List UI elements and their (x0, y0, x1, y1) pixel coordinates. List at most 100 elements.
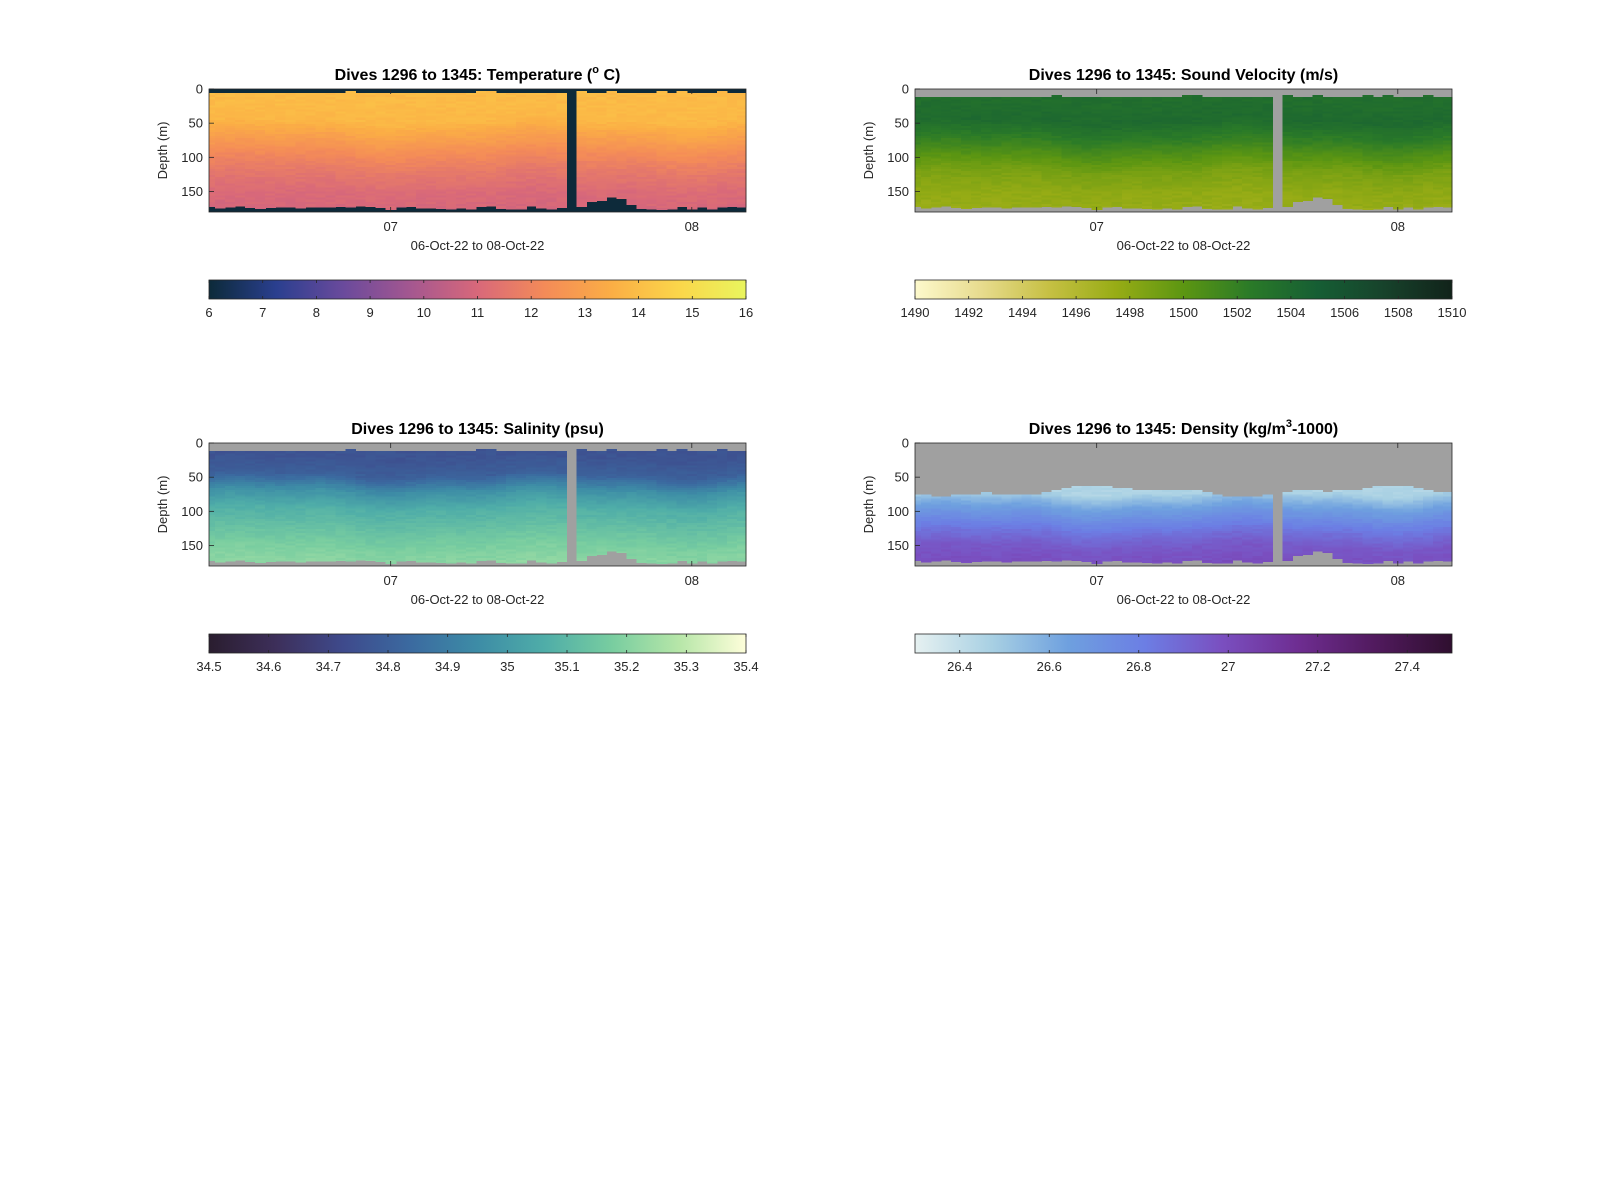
heatmap-cell (616, 154, 628, 158)
heatmap-cell (385, 150, 397, 154)
heatmap-cell (951, 127, 962, 131)
colorbar-tick-label: 8 (313, 305, 320, 320)
heatmap-cell (1021, 181, 1033, 184)
heatmap-cell (285, 166, 296, 170)
heatmap-cell (1101, 136, 1113, 139)
heatmap-cell (686, 162, 698, 166)
heatmap-cell (1141, 191, 1153, 195)
heatmap-cell (315, 107, 327, 111)
heatmap-cell (1262, 140, 1273, 143)
heatmap-cell (395, 183, 407, 186)
heatmap-cell (465, 142, 477, 145)
heatmap-cell (941, 119, 952, 123)
heatmap-cell (666, 138, 678, 141)
heatmap-cell (435, 127, 447, 131)
heatmap-cell (295, 179, 306, 182)
heatmap-cell (405, 168, 417, 172)
heatmap-cell (656, 152, 668, 156)
heatmap-cell (1202, 101, 1213, 104)
heatmap-cell (486, 91, 497, 94)
heatmap-cell (1131, 146, 1143, 150)
heatmap-cell (1111, 136, 1123, 139)
heatmap-cell (475, 127, 487, 131)
heatmap-cell (616, 142, 628, 145)
heatmap-cell (951, 152, 962, 156)
heatmap-cell (736, 162, 747, 166)
heatmap-cell (1202, 111, 1213, 115)
heatmap-cell (285, 97, 296, 100)
heatmap-cell (991, 130, 1002, 133)
heatmap-cell (1161, 115, 1173, 119)
heatmap-cell (1091, 132, 1103, 135)
heatmap-cell (616, 179, 628, 182)
heatmap-cell (576, 130, 588, 133)
heatmap-cell (475, 134, 487, 137)
heatmap-cell (245, 127, 256, 131)
heatmap-cell (981, 205, 992, 208)
heatmap-cell (696, 136, 708, 139)
heatmap-cell (941, 160, 952, 164)
heatmap-cell (1031, 179, 1043, 182)
heatmap-cell (235, 199, 246, 203)
heatmap-cell (235, 97, 246, 100)
heatmap-cell (405, 171, 417, 174)
heatmap-cell (1151, 195, 1163, 199)
heatmap-cell (576, 152, 588, 156)
heatmap-cell (435, 197, 447, 201)
heatmap-cell (445, 146, 457, 150)
heatmap-cell (931, 107, 942, 111)
heatmap-cell (915, 117, 922, 121)
heatmap-cell (405, 119, 417, 123)
heatmap-cell (1252, 168, 1263, 172)
heatmap-cell (931, 203, 942, 207)
heatmap-cell (1262, 144, 1273, 147)
heatmap-cell (951, 193, 962, 197)
heatmap-cell (971, 189, 982, 193)
heatmap-cell (1232, 191, 1243, 195)
heatmap-cell (616, 117, 628, 121)
heatmap-cell (1121, 142, 1133, 145)
heatmap-cell (295, 205, 306, 209)
heatmap-cell (576, 173, 588, 176)
heatmap-cell (475, 156, 487, 160)
heatmap-cell (415, 107, 427, 111)
heatmap-cell (686, 142, 698, 145)
heatmap-cell (931, 156, 942, 160)
heatmap-cell (1051, 175, 1063, 178)
heatmap-cell (1081, 111, 1093, 115)
heatmap-cell (706, 162, 718, 166)
heatmap-cell (255, 144, 266, 147)
heatmap-cell (209, 134, 216, 137)
heatmap-cell (586, 171, 598, 174)
heatmap-cell (455, 130, 467, 133)
heatmap-cell (1081, 117, 1093, 121)
heatmap-cell (285, 205, 296, 208)
heatmap-cell (245, 162, 256, 166)
heatmap-cell (1061, 99, 1073, 102)
heatmap-cell (1151, 177, 1163, 180)
heatmap-cell (971, 195, 982, 199)
heatmap-cell (1001, 105, 1012, 109)
heatmap-cell (425, 99, 437, 102)
heatmap-cell (666, 140, 678, 143)
heatmap-cell (586, 166, 598, 170)
heatmap-cell (991, 121, 1002, 125)
heatmap-cell (1171, 142, 1183, 145)
heatmap-cell (586, 175, 598, 178)
heatmap-cell (646, 187, 658, 191)
heatmap-cell (325, 127, 337, 131)
heatmap-cell (1101, 168, 1113, 172)
heatmap-cell (1161, 205, 1173, 209)
heatmap-cell (1232, 173, 1243, 176)
heatmap-cell (1121, 201, 1133, 205)
heatmap-cell (255, 201, 266, 205)
heatmap-cell (496, 103, 507, 106)
heatmap-cell (235, 164, 246, 168)
heatmap-cell (496, 101, 507, 104)
heatmap-cell (1081, 189, 1093, 193)
heatmap-cell (496, 168, 507, 172)
heatmap-cell (1011, 150, 1022, 154)
heatmap-cell (546, 199, 557, 203)
heatmap-cell (1202, 187, 1213, 191)
heatmap-cell (345, 107, 357, 111)
